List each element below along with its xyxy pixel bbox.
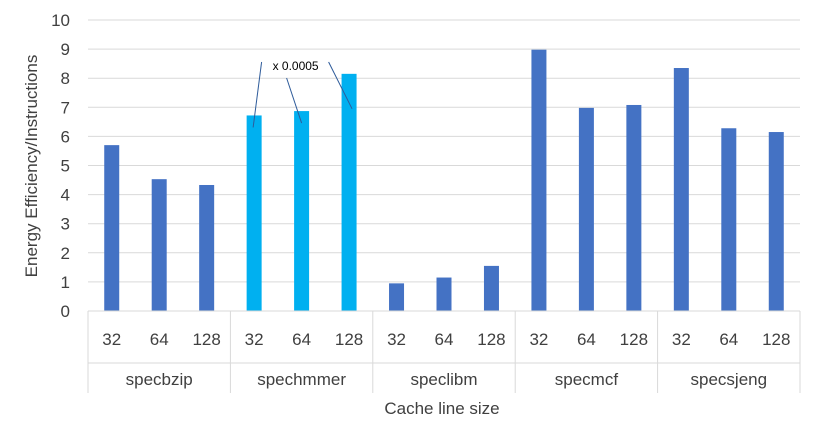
bar-specbzip-64: [151, 179, 167, 311]
group-label: specbzip: [126, 370, 193, 389]
bar-spechmmer-128: [341, 73, 357, 312]
x-tick-label: 64: [577, 330, 596, 349]
x-tick-label: 128: [192, 330, 220, 349]
x-tick-label: 128: [477, 330, 505, 349]
bar-specmcf-128: [626, 104, 642, 311]
x-axis-label: Cache line size: [384, 399, 499, 418]
annotation-leader-line: [328, 61, 353, 110]
bar-specsjeng-64: [721, 128, 737, 311]
x-tick-label: 64: [719, 330, 738, 349]
x-tick-label: 32: [245, 330, 264, 349]
x-tick-label: 32: [387, 330, 406, 349]
y-axis-label: Energy Efficiency/Instructions: [22, 55, 41, 278]
y-tick-label: 7: [61, 98, 70, 117]
bar-specsjeng-32: [673, 68, 689, 311]
y-tick-label: 4: [61, 186, 70, 205]
bar-speclibm-128: [483, 265, 499, 311]
bar-spechmmer-64: [294, 111, 310, 311]
x-tick-label: 128: [762, 330, 790, 349]
group-label: spechmmer: [257, 370, 346, 389]
y-tick-label: 5: [61, 157, 70, 176]
bar-speclibm-32: [389, 283, 405, 311]
bar-specbzip-32: [104, 145, 120, 311]
bar-specmcf-64: [578, 107, 594, 312]
bar-spechmmer-32: [246, 115, 262, 311]
annotation-leader-line: [252, 61, 263, 128]
bar-specsjeng-128: [768, 132, 784, 311]
y-tick-label: 6: [61, 127, 70, 146]
x-tick-label: 32: [529, 330, 548, 349]
y-tick-label: 9: [61, 40, 70, 59]
x-tick-label: 64: [292, 330, 311, 349]
x-axis: 32 64 128 specbzip 32 64 128 spechmmer 32 64 128 sp…: [87, 310, 801, 393]
y-tick-label: 10: [51, 11, 70, 30]
annotation-leader-line: [286, 77, 303, 124]
x-tick-label: 32: [102, 330, 121, 349]
annotation: x 0.0005: [252, 59, 353, 128]
annotation-label: x 0.0005: [273, 59, 319, 73]
y-axis-ticks: 0 1 2 3 4 5 6 7 8 9 10: [51, 11, 70, 321]
x-tick-label: 128: [335, 330, 363, 349]
group-label: specsjeng: [691, 370, 768, 389]
y-tick-label: 8: [61, 69, 70, 88]
bar-specbzip-128: [199, 184, 215, 311]
y-tick-label: 2: [61, 244, 70, 263]
bar-speclibm-64: [436, 277, 452, 311]
y-tick-label: 0: [61, 302, 70, 321]
bars: [104, 49, 784, 312]
y-tick-label: 3: [61, 215, 70, 234]
group-label: speclibm: [410, 370, 477, 389]
group-label: specmcf: [555, 370, 619, 389]
x-tick-label: 32: [672, 330, 691, 349]
x-tick-label: 128: [620, 330, 648, 349]
gridlines: [88, 19, 800, 312]
x-tick-label: 64: [150, 330, 169, 349]
bar-specmcf-32: [531, 49, 547, 311]
y-tick-label: 1: [61, 273, 70, 292]
x-tick-label: 64: [435, 330, 454, 349]
